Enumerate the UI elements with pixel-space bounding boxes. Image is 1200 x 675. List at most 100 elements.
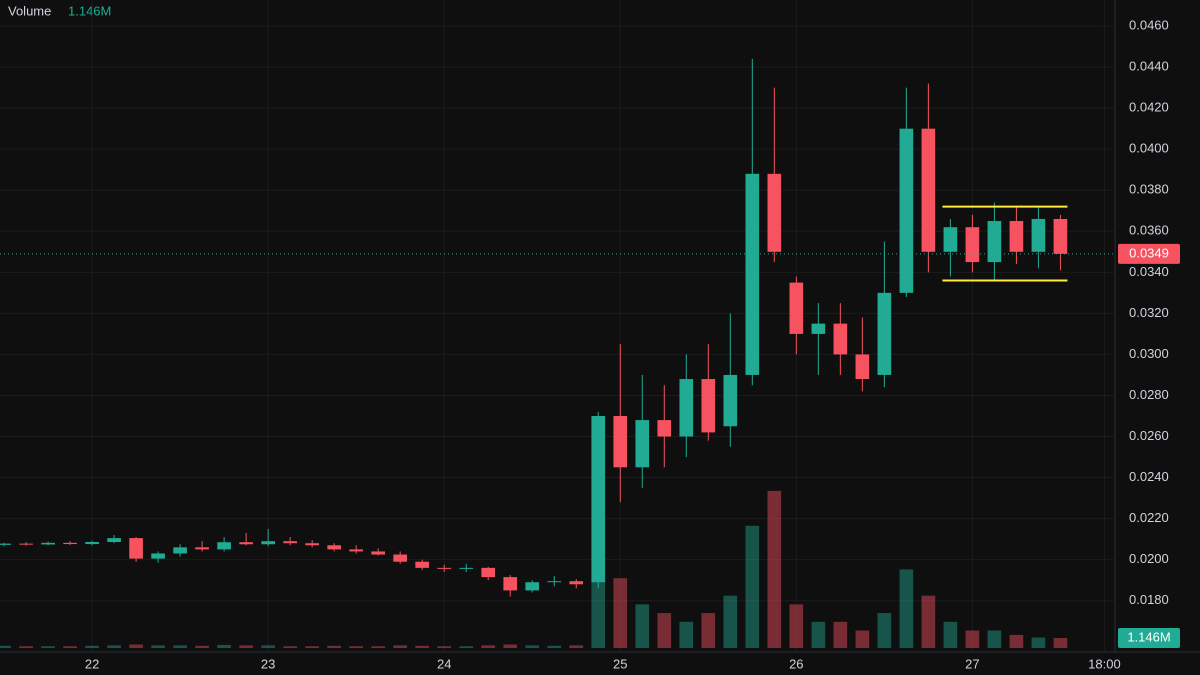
volume-bar <box>679 621 694 648</box>
candle-body <box>283 541 297 544</box>
y-tick-label: 0.0340 <box>1129 264 1169 279</box>
candle-body <box>239 542 253 545</box>
last-price-badge <box>1118 243 1180 264</box>
y-tick-label: 0.0280 <box>1129 387 1169 402</box>
x-tick-label: 24 <box>437 656 451 671</box>
y-tick-label: 0.0260 <box>1129 428 1169 443</box>
volume-bar <box>41 646 55 648</box>
candle-body <box>899 128 914 293</box>
volume-bar <box>261 645 275 648</box>
volume-bar <box>173 645 187 648</box>
volume-bar <box>701 613 716 648</box>
candle-body <box>1009 221 1024 252</box>
volume-bar <box>525 645 540 648</box>
y-tick-label: 0.0320 <box>1129 305 1169 320</box>
volume-bar <box>327 645 341 648</box>
volume-bar <box>613 578 628 648</box>
volume-bar <box>195 645 209 648</box>
candle-body <box>569 581 584 585</box>
y-tick-label: 0.0240 <box>1129 469 1169 484</box>
candle-body <box>745 173 760 375</box>
last-price-label: 0.0349 <box>1129 245 1169 260</box>
candle-body <box>591 415 606 583</box>
volume-bar <box>349 646 363 648</box>
candle-body <box>613 415 628 468</box>
candle-body <box>833 323 848 355</box>
candle-body <box>921 128 936 252</box>
candle-body <box>987 221 1002 263</box>
volume-bar <box>921 595 936 648</box>
volume-bar <box>305 646 319 648</box>
volume-bar <box>371 646 386 648</box>
candle-body <box>349 549 363 552</box>
volume-bar <box>283 646 297 648</box>
volume-bar <box>767 490 782 648</box>
candle-body <box>63 542 77 545</box>
candle-body <box>129 538 143 559</box>
candle-body <box>327 545 341 550</box>
volume-bar <box>745 525 760 648</box>
candle-body <box>1031 218 1046 252</box>
volume-bar <box>591 578 606 648</box>
volume-bar <box>63 646 77 648</box>
volume-bar <box>217 644 231 648</box>
candle-body <box>525 582 540 591</box>
volume-bar <box>151 645 165 648</box>
candle-body <box>635 420 650 468</box>
candle-body <box>41 542 55 545</box>
candle-body <box>173 547 187 554</box>
y-tick-label: 0.0420 <box>1129 100 1169 115</box>
volume-bar <box>899 569 914 648</box>
volume-bar <box>107 645 121 648</box>
volume-bar <box>239 645 253 648</box>
x-tick-label: 22 <box>85 656 99 671</box>
volume-bar <box>1009 634 1024 648</box>
candle-body <box>371 551 386 555</box>
y-tick-label: 0.0380 <box>1129 182 1169 197</box>
volume-bar <box>129 644 143 648</box>
volume-badge-label: 1.146M <box>1127 629 1170 644</box>
y-tick-label: 0.0300 <box>1129 346 1169 361</box>
y-tick-label: 0.0360 <box>1129 223 1169 238</box>
volume-bar <box>459 646 474 648</box>
candle-body <box>85 541 99 545</box>
candle-body <box>481 567 496 578</box>
candle-body <box>261 541 275 545</box>
candle-body <box>0 543 11 545</box>
volume-bar <box>987 630 1002 648</box>
x-tick-label: 26 <box>789 656 803 671</box>
candle-body <box>877 292 892 375</box>
volume-bar <box>503 644 518 648</box>
candle-body <box>701 379 716 433</box>
volume-bar <box>723 595 738 648</box>
x-tick-label: 27 <box>965 656 979 671</box>
candle-body <box>1053 218 1068 254</box>
volume-title: Volume <box>8 3 51 18</box>
volume-bar <box>833 621 848 648</box>
candle-body <box>437 567 452 569</box>
volume-bar <box>415 645 430 648</box>
y-tick-label: 0.0200 <box>1129 551 1169 566</box>
y-tick-label: 0.0440 <box>1129 59 1169 74</box>
candle-body <box>151 553 165 559</box>
x-tick-label: 18:00 <box>1088 656 1121 671</box>
candle-body <box>965 227 980 263</box>
candle-body <box>943 227 958 252</box>
y-tick-label: 0.0220 <box>1129 510 1169 525</box>
candle-body <box>305 543 319 546</box>
candle-body <box>217 542 231 550</box>
candle-body <box>415 561 430 568</box>
candle-body <box>459 567 474 569</box>
candle-body <box>19 543 33 545</box>
volume-bar <box>569 645 584 648</box>
volume-bar <box>635 604 650 648</box>
volume-bar <box>811 621 826 648</box>
candle-body <box>393 554 408 562</box>
volume-bar <box>1031 637 1046 648</box>
volume-bar <box>789 604 804 648</box>
candle-body <box>811 323 826 334</box>
volume-bar <box>85 645 99 648</box>
volume-bar <box>1053 637 1068 648</box>
candle-body <box>107 538 121 542</box>
